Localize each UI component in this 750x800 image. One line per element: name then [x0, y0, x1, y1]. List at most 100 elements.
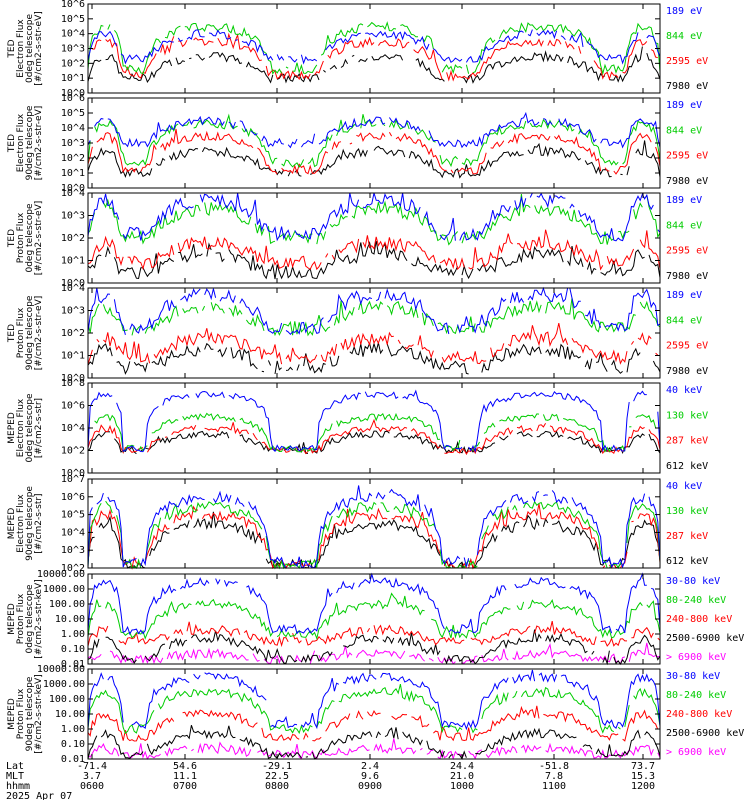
- series-trace-1: [87, 240, 661, 280]
- y-tick-label: 10^5: [61, 14, 85, 25]
- legend-label: 7980 eV: [666, 271, 708, 282]
- y-axis-title-line: [#/cm2-s-str-eV]: [34, 11, 44, 86]
- legend-label: 189 eV: [666, 195, 702, 206]
- series-trace-4: [87, 286, 661, 336]
- panel-frame: [87, 287, 661, 379]
- y-tick-label: 10^5: [61, 108, 85, 119]
- y-axis-title-line: Proton Flux: [16, 593, 26, 644]
- series-trace-2: [92, 32, 658, 82]
- x-tick-label: 21.0: [450, 771, 474, 782]
- y-tick-label: 10^7: [61, 474, 85, 485]
- y-tick-label: 10^2: [61, 446, 85, 457]
- y-tick-label: 1000.00: [43, 584, 85, 595]
- series-trace-3: [87, 194, 661, 246]
- y-tick-label: 10^4: [61, 29, 85, 40]
- legend-label: 189 eV: [666, 6, 702, 17]
- panel-2: 10^6 10^5 10^4 10^3 10^2 10^1 10^0 TED Electron …: [7, 93, 708, 194]
- x-tick-label: -71.4: [77, 761, 107, 772]
- series-trace-4: [87, 29, 661, 65]
- x-tick-label: 0600: [80, 781, 104, 792]
- legend-label: 2595 eV: [666, 246, 708, 257]
- series-trace-2: [87, 128, 661, 175]
- y-tick-label: 10^6: [61, 401, 85, 412]
- legend-label: > 6900 keV: [666, 747, 726, 758]
- series-trace-5: [87, 669, 661, 731]
- legend-label: 2595 eV: [666, 341, 708, 352]
- y-axis-title-line: TED: [7, 229, 17, 248]
- x-tick-label: 1200: [631, 781, 655, 792]
- y-axis-title-line: 0deg telescope: [25, 584, 35, 654]
- legend-label: 7980 eV: [666, 81, 708, 92]
- y-axis-title-line: Electron Flux: [16, 113, 26, 172]
- y-axis-title-line: Proton Flux: [16, 307, 26, 358]
- x-tick-label: 7.8: [545, 771, 563, 782]
- y-tick-label: 0.01: [61, 754, 85, 765]
- legend-label: 80-240 keV: [666, 595, 726, 606]
- y-axis-title-line: [#/cm2-s-str-eV]: [34, 106, 44, 181]
- legend-label: > 6900 keV: [666, 652, 726, 663]
- y-tick-label: 10^3: [61, 545, 85, 556]
- x-tick-label: -29.1: [262, 761, 292, 772]
- panel-frame: [87, 668, 661, 760]
- y-tick-label: 10^2: [61, 58, 85, 69]
- series-trace-4: [87, 389, 661, 453]
- y-axis-title-line: [#/cm2-s-str]: [34, 398, 44, 458]
- y-tick-label: 10^1: [61, 351, 85, 362]
- y-tick-label: 10.00: [55, 614, 85, 625]
- y-tick-label: 10000.00: [37, 569, 85, 580]
- y-axis-title-line: MEPED: [7, 508, 17, 540]
- panel-7: 10000.00 1000.00 100.00 10.00 1.00 0.10 0.01 ME…: [7, 569, 744, 670]
- panel-4: 10^4 10^3 10^2 10^1 10^0 TED Proton Flux 90deg …: [7, 283, 708, 384]
- x-tick-label: -51.8: [539, 761, 569, 772]
- x-tick-label: 1100: [542, 781, 566, 792]
- legend-label: 844 eV: [666, 31, 702, 42]
- series-trace-1: [87, 430, 661, 456]
- y-tick-label: 10^6: [61, 93, 85, 104]
- legend-label: 844 eV: [666, 125, 702, 136]
- y-tick-label: 1000.00: [43, 679, 85, 690]
- x-tick-label: 54.6: [173, 761, 197, 772]
- x-tick-label: 11.1: [173, 771, 197, 782]
- series-trace-1: [87, 511, 661, 569]
- y-tick-label: 10^3: [61, 211, 85, 222]
- y-axis-title-line: 90deg telescope: [25, 676, 35, 751]
- series-trace-1: [87, 642, 661, 665]
- panel-frame: [87, 478, 661, 569]
- y-tick-label: 0.01: [61, 659, 85, 670]
- series-trace-5: [87, 572, 661, 636]
- series-trace-4: [87, 683, 661, 735]
- series-trace-1: [87, 738, 661, 761]
- y-axis-title-line: 0deg telescope: [25, 203, 35, 273]
- y-axis-title-line: TED: [7, 39, 17, 58]
- legend-label: 7980 eV: [666, 176, 708, 187]
- y-axis-title-line: 0deg telescope: [25, 393, 35, 463]
- panels: 10^6 10^5 10^4 10^3 10^2 10^1 10^0 TED Electron …: [7, 0, 744, 765]
- y-tick-label: 10^0: [61, 88, 85, 99]
- y-tick-label: 1.00: [61, 629, 85, 640]
- x-tick-label: 1000: [450, 781, 474, 792]
- x-axis-labels: Lat MLT hhmm 2025 Apr 07 -71.4 54.6 -29.1 2…: [6, 761, 655, 800]
- legend-label: 2595 eV: [666, 56, 708, 67]
- x-tick-label: 2.4: [361, 761, 379, 772]
- legend-label: 40 keV: [666, 385, 702, 396]
- x-tick-label: 73.7: [631, 761, 655, 772]
- legend-label: 30-80 keV: [666, 576, 720, 587]
- y-tick-label: 10^2: [61, 328, 85, 339]
- series-trace-2: [87, 629, 661, 666]
- legend-label: 287 keV: [666, 531, 708, 542]
- x-tick-label: 0800: [265, 781, 289, 792]
- series-trace-3: [87, 705, 659, 742]
- y-tick-label: 10000.00: [37, 664, 85, 675]
- y-tick-label: 10^3: [61, 138, 85, 149]
- legend-label: 240-800 keV: [666, 614, 732, 625]
- y-axis-title-line: MEPED: [7, 698, 17, 730]
- x-tick-label: 0700: [173, 781, 197, 792]
- y-axis-title-line: [#/cm2-s-str-eV]: [34, 201, 44, 276]
- y-tick-label: 10^4: [61, 188, 85, 199]
- y-tick-label: 1.00: [61, 724, 85, 735]
- date-label: 2025 Apr 07: [6, 791, 72, 800]
- series-trace-3: [87, 620, 661, 648]
- legend-label: 287 keV: [666, 436, 708, 447]
- y-axis-title-line: 0deg telescope: [25, 14, 35, 84]
